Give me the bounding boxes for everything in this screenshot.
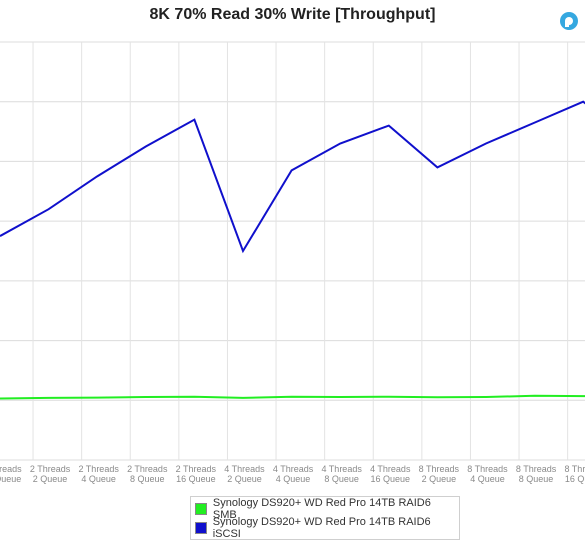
- chart-grid: [0, 41, 585, 461]
- logo-icon: [560, 12, 578, 30]
- x-tick-label-3: 2 Threads 8 Queue: [127, 464, 168, 484]
- legend-swatch-smb: [195, 502, 207, 515]
- x-tick-label-6: 4 Threads 4 Queue: [273, 464, 314, 484]
- x-tick-label-2: 2 Threads 4 Queue: [78, 464, 119, 484]
- legend-label-smb: Synology DS920+ WD Red Pro 14TB RAID6 SM…: [212, 496, 431, 521]
- chart-title: 8K 70% Read 30% Write [Throughput]: [149, 6, 436, 23]
- x-tick-label-4: 2 Threads 16 Queue: [176, 464, 217, 484]
- x-tick-label-1: 2 Threads 2 Queue: [30, 464, 71, 484]
- chart-series-lines: [0, 100, 585, 400]
- legend-item-smb[interactable]: Synology DS920+ WD Red Pro 14TB RAID6 SM…: [195, 496, 455, 521]
- x-tick-label-5: 4 Threads 2 Queue: [224, 464, 265, 484]
- legend-label-iscsi: Synology DS920+ WD Red Pro 14TB RAID6 iS…: [212, 515, 431, 540]
- series-line-1: [0, 100, 585, 254]
- legend-item-iscsi[interactable]: Synology DS920+ WD Red Pro 14TB RAID6 iS…: [195, 515, 455, 540]
- legend-swatch-iscsi: [195, 521, 207, 534]
- x-tick-label-9: 8 Threads 2 Queue: [419, 464, 460, 484]
- x-tick-label-10: 8 Threads 4 Queue: [467, 464, 508, 484]
- chart-legend: Synology DS920+ WD Red Pro 14TB RAID6 SM…: [190, 496, 460, 540]
- series-line-0: [0, 394, 585, 400]
- x-tick-label-11: 8 Threads 8 Queue: [516, 464, 557, 484]
- x-tick-label-8: 4 Threads 16 Queue: [370, 464, 411, 484]
- x-tick-label-7: 4 Threads 8 Queue: [321, 464, 362, 484]
